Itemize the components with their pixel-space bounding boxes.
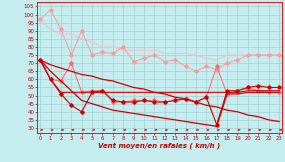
X-axis label: Vent moyen/en rafales ( km/h ): Vent moyen/en rafales ( km/h )	[99, 143, 221, 149]
